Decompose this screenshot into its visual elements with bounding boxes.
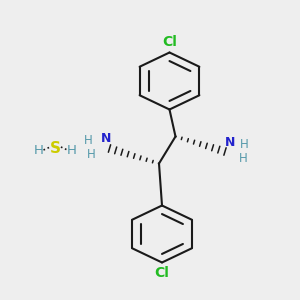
Text: H: H — [238, 152, 247, 166]
Text: H: H — [34, 143, 44, 157]
Text: S: S — [50, 141, 61, 156]
Text: Cl: Cl — [154, 266, 169, 280]
Text: H: H — [84, 134, 93, 148]
Text: N: N — [225, 136, 236, 148]
Text: H: H — [87, 148, 96, 161]
Text: Cl: Cl — [162, 35, 177, 49]
Text: N: N — [100, 133, 111, 146]
Text: H: H — [67, 143, 77, 157]
Text: H: H — [240, 137, 249, 151]
